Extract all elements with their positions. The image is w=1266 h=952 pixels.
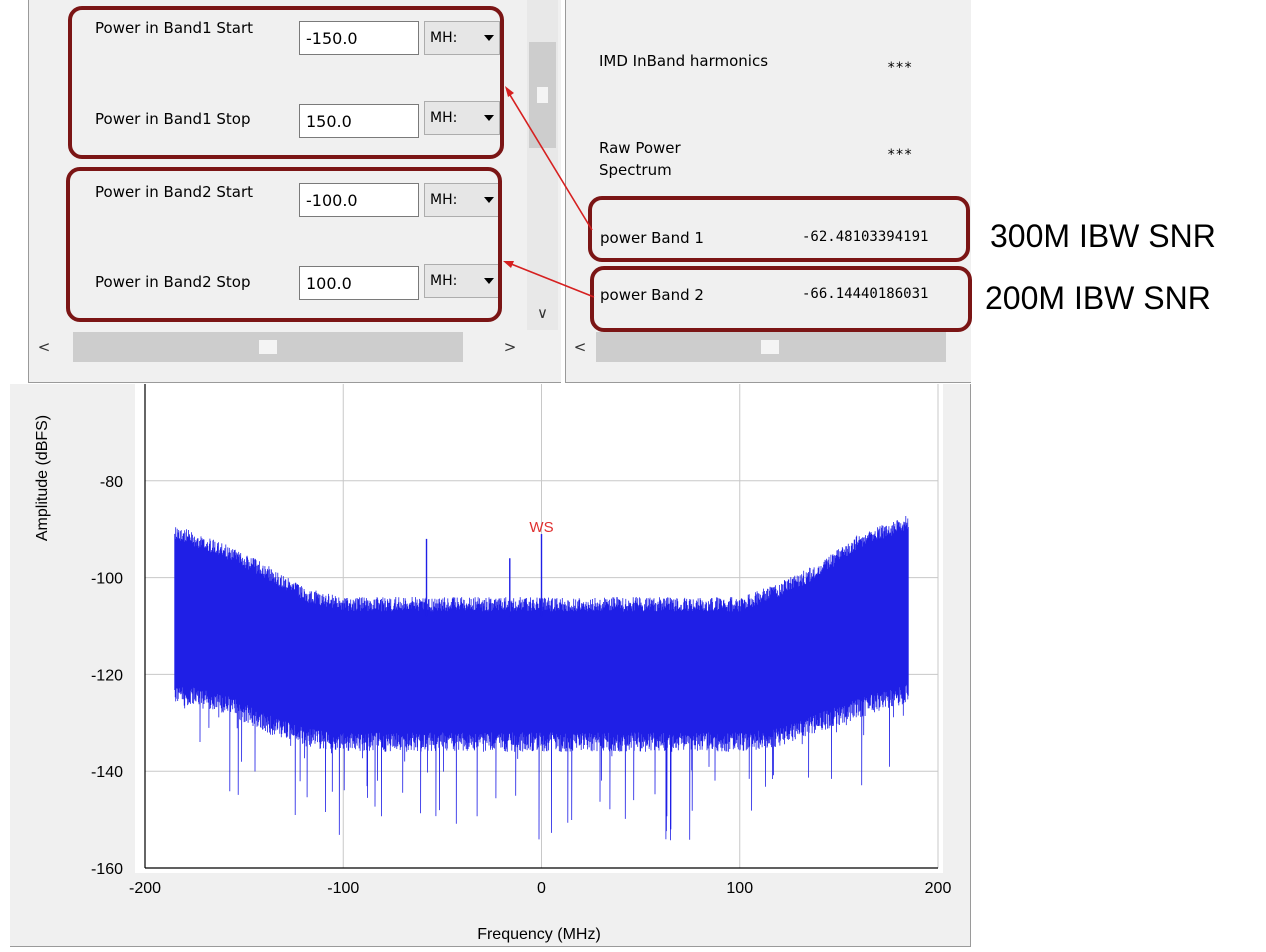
scroll-thumb[interactable] <box>73 332 463 362</box>
band1-stop-unit-select[interactable]: MH: <box>424 101 500 135</box>
scroll-left-icon[interactable]: < <box>37 338 51 356</box>
results-horizontal-scrollbar[interactable]: < <box>566 330 970 364</box>
scroll-down-icon[interactable]: ∨ <box>537 304 548 322</box>
band1-stop-input[interactable] <box>299 104 419 138</box>
unit-value: MH: <box>430 30 458 46</box>
x-tick-label: 200 <box>925 880 952 897</box>
grip-icon <box>761 340 779 354</box>
result-value-band1: -62.48103394191 <box>802 229 929 245</box>
y-tick-label: -140 <box>91 764 123 781</box>
band2-stop-unit-select[interactable]: MH: <box>424 264 500 298</box>
y-axis-label: Amplitude (dBFS) <box>34 415 51 541</box>
band2-start-label: Power in Band2 Start <box>95 183 254 201</box>
x-axis-label: Frequency (MHz) <box>477 926 601 943</box>
scroll-right-icon[interactable]: > <box>503 338 517 356</box>
band1-start-label: Power in Band1 Start <box>95 19 254 37</box>
grip-icon <box>259 340 277 354</box>
settings-horizontal-scrollbar[interactable]: < > <box>29 330 558 364</box>
marker-label: WS <box>529 519 553 536</box>
result-name-imd: IMD InBand harmonics <box>599 52 769 70</box>
band2-snr-annotation: 200M IBW SNR <box>985 280 1211 316</box>
band2-stop-input[interactable] <box>299 266 419 300</box>
dropdown-arrow-icon <box>484 35 494 41</box>
settings-vertical-scrollbar[interactable]: ∨ <box>527 0 558 330</box>
arrow-head-icon <box>505 86 514 97</box>
scroll-thumb[interactable] <box>596 332 946 362</box>
band1-connector-arrow <box>506 89 593 231</box>
y-tick-label: -100 <box>91 571 123 588</box>
band1-snr-annotation: 300M IBW SNR <box>990 218 1216 254</box>
results-panel <box>565 0 971 383</box>
unit-value: MH: <box>430 110 458 126</box>
y-tick-label: -120 <box>91 667 123 684</box>
result-name-band2: power Band 2 <box>600 286 704 304</box>
band2-connector-arrow <box>505 261 595 298</box>
power-band1-highlight-box <box>588 196 970 262</box>
dropdown-arrow-icon <box>484 197 494 203</box>
band2-highlight-box <box>66 167 502 322</box>
grip-icon <box>537 87 548 103</box>
result-value-band2: -66.14440186031 <box>802 286 929 302</box>
result-name-raw-power: Raw Power Spectrum <box>599 139 681 179</box>
band2-stop-label: Power in Band2 Stop <box>95 273 251 291</box>
dropdown-arrow-icon <box>484 278 494 284</box>
spectrum-trace <box>174 515 909 841</box>
x-tick-label: 0 <box>537 880 546 897</box>
band1-stop-label: Power in Band1 Stop <box>95 110 251 128</box>
y-tick-label: -160 <box>91 861 123 878</box>
band1-highlight-box <box>68 6 504 159</box>
result-value-raw-power: *** <box>887 147 913 163</box>
spectrum-series-line <box>174 515 909 841</box>
unit-value: MH: <box>430 273 458 289</box>
power-band2-highlight-box <box>590 266 972 332</box>
band1-start-unit-select[interactable]: MH: <box>424 21 500 55</box>
x-tick-label: 100 <box>726 880 753 897</box>
result-name-band1: power Band 1 <box>600 229 704 247</box>
y-tick-label: -80 <box>100 474 123 491</box>
band2-start-input[interactable] <box>299 183 419 217</box>
scroll-thumb[interactable] <box>529 42 556 148</box>
scroll-left-icon[interactable]: < <box>573 338 587 356</box>
x-tick-label: -200 <box>129 880 161 897</box>
arrow-head-icon <box>503 261 514 268</box>
band1-start-input[interactable] <box>299 21 419 55</box>
unit-value: MH: <box>430 192 458 208</box>
x-tick-label: -100 <box>327 880 359 897</box>
dropdown-arrow-icon <box>484 115 494 121</box>
result-value-imd: *** <box>887 60 913 76</box>
axes: -200 -100 0 100 200 -80 -100 -120 -140 -160 <box>91 384 951 897</box>
